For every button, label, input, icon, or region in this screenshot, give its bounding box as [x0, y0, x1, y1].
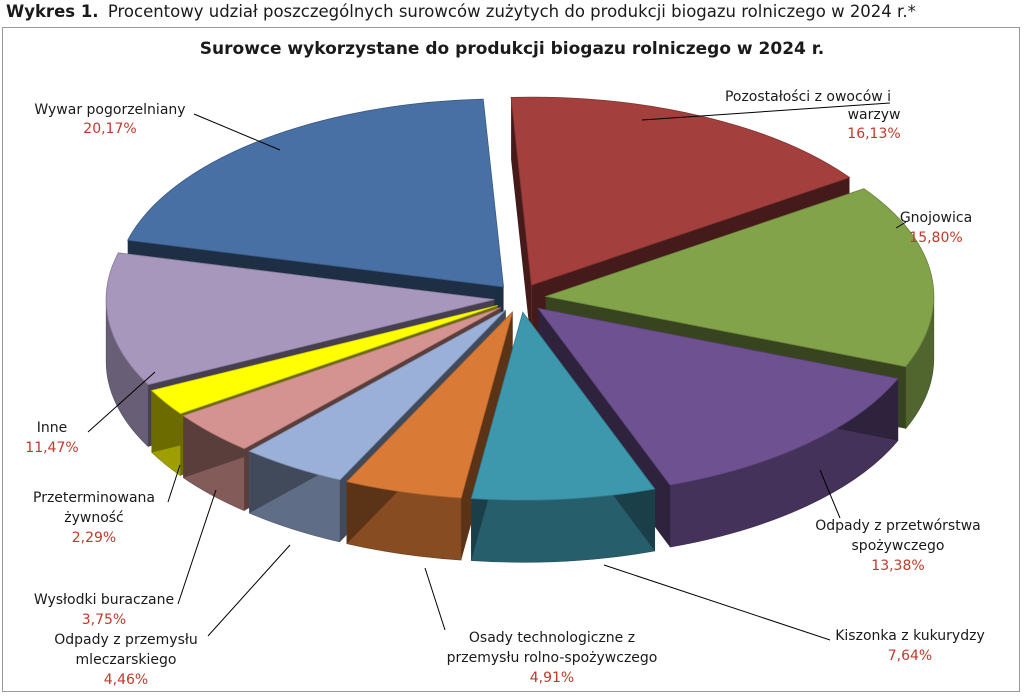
slice-value-label-0: 16,13%: [847, 126, 900, 142]
slice-label-3: Kiszonka z kukurydzy: [835, 628, 985, 644]
leader-line-6: [177, 489, 217, 605]
slice-label-7-line0: Przeterminowana: [33, 490, 155, 506]
slice-label-9: Wywar pogorzelniany: [34, 102, 185, 118]
pie-slice-8[interactable]: [105, 252, 495, 386]
pie-slice-2[interactable]: [537, 307, 899, 486]
slice-label-4-line1: przemysłu rolno-spożywczego: [447, 650, 658, 666]
leader-line-0: [641, 102, 891, 121]
slice-value-label-6: 3,75%: [82, 612, 126, 628]
leader-line-7: [167, 464, 181, 503]
pie-slice-6[interactable]: [182, 307, 501, 450]
pie-tops: [105, 96, 935, 501]
slice-label-4-line0: Osady technologiczne z: [469, 630, 635, 646]
pie-slice-5[interactable]: [248, 309, 507, 481]
caption-lead: Wykres 1.: [6, 2, 99, 21]
slice-value-label-7: 2,29%: [72, 530, 116, 546]
pie-slice-9[interactable]: [127, 98, 504, 288]
slice-value-label-8: 11,47%: [25, 440, 78, 456]
leader-line-4: [424, 567, 446, 631]
pie-slice-1[interactable]: [544, 188, 935, 368]
pie-slice-4[interactable]: [346, 311, 514, 499]
figure-caption: Wykres 1. Procentowy udział poszczególny…: [6, 2, 916, 21]
caption-text: Procentowy udział poszczególnych surowcó…: [107, 2, 916, 21]
slice-label-7-line1: żywność: [64, 510, 124, 526]
slice-label-5-line1: mleczarskiego: [76, 652, 177, 668]
slice-value-label-2: 13,38%: [871, 558, 924, 574]
pie-slice-7[interactable]: [150, 304, 498, 415]
slice-value-label-5: 4,46%: [104, 672, 148, 688]
slice-value-label-1: 15,80%: [909, 230, 962, 246]
leader-line-8: [87, 371, 156, 433]
pie-labels: Pozostałości z owoców i warzyw 16,13% Gnojo…: [25, 89, 984, 688]
chart-title: Surowce wykorzystane do produkcji biogaz…: [199, 39, 825, 59]
slice-label-5-line0: Odpady z przemysłu: [54, 632, 197, 648]
slice-cut-0-0: [511, 97, 532, 348]
slice-label-2-line1: spożywczego: [852, 538, 945, 554]
slice-value-label-3: 7,64%: [888, 648, 932, 664]
slice-label-0-line0: Pozostałości z owoców i: [725, 89, 891, 105]
slice-value-label-9: 20,17%: [83, 121, 136, 137]
slice-label-2-line0: Odpady z przetwórstwa: [815, 518, 980, 534]
leader-line-3: [603, 564, 831, 641]
leader-line-9: [193, 113, 281, 151]
leader-line-2: [819, 469, 841, 519]
slice-label-6: Wysłodki buraczane: [34, 592, 174, 608]
slice-label-0-line1: warzyw: [848, 107, 901, 123]
leader-line-5: [207, 544, 291, 637]
slice-label-8: Inne: [37, 420, 68, 436]
slice-value-label-4: 4,91%: [530, 670, 574, 686]
slice-label-1: Gnojowica: [900, 210, 972, 226]
leader-line-1: [895, 221, 907, 229]
pie-slice-3[interactable]: [470, 311, 656, 501]
